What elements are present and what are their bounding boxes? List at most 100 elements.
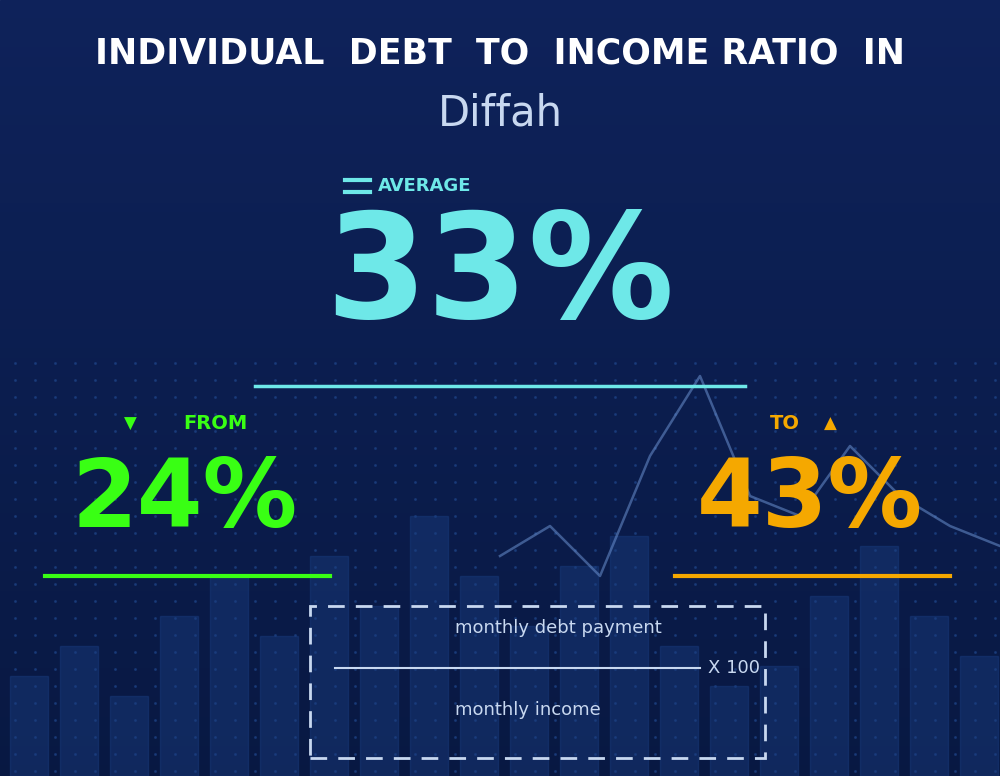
- Bar: [0, 262, 1000, 272]
- Text: TO: TO: [770, 414, 800, 434]
- Bar: [710, 686, 748, 776]
- Bar: [0, 126, 1000, 136]
- Bar: [0, 233, 1000, 242]
- Bar: [0, 310, 1000, 320]
- Bar: [0, 97, 1000, 106]
- Bar: [0, 456, 1000, 466]
- Text: INDIVIDUAL  DEBT  TO  INCOME RATIO  IN: INDIVIDUAL DEBT TO INCOME RATIO IN: [95, 37, 905, 71]
- Bar: [0, 572, 1000, 582]
- Bar: [0, 87, 1000, 97]
- Bar: [0, 436, 1000, 446]
- Bar: [0, 669, 1000, 679]
- Bar: [0, 155, 1000, 165]
- Bar: [360, 606, 398, 776]
- Bar: [0, 203, 1000, 213]
- Bar: [0, 601, 1000, 611]
- Bar: [0, 514, 1000, 524]
- Bar: [0, 708, 1000, 718]
- Bar: [210, 576, 248, 776]
- Text: monthly debt payment: monthly debt payment: [455, 619, 662, 637]
- Bar: [560, 566, 598, 776]
- Bar: [0, 397, 1000, 407]
- Bar: [0, 58, 1000, 68]
- Bar: [0, 417, 1000, 427]
- Bar: [0, 300, 1000, 310]
- Bar: [860, 546, 898, 776]
- Bar: [110, 696, 148, 776]
- Bar: [0, 630, 1000, 640]
- Bar: [0, 543, 1000, 553]
- Bar: [0, 349, 1000, 359]
- Bar: [0, 39, 1000, 48]
- Bar: [0, 524, 1000, 534]
- Bar: [0, 407, 1000, 417]
- Bar: [0, 330, 1000, 339]
- Bar: [0, 106, 1000, 116]
- Bar: [10, 676, 48, 776]
- Bar: [0, 660, 1000, 669]
- Text: ▼: ▼: [124, 415, 136, 433]
- Bar: [0, 728, 1000, 737]
- Bar: [0, 592, 1000, 601]
- Bar: [0, 718, 1000, 728]
- Bar: [0, 0, 1000, 9]
- Bar: [0, 175, 1000, 184]
- Bar: [0, 689, 1000, 698]
- Bar: [810, 596, 848, 776]
- Bar: [0, 116, 1000, 126]
- Bar: [0, 621, 1000, 630]
- Bar: [0, 611, 1000, 621]
- Bar: [0, 252, 1000, 262]
- Bar: [0, 446, 1000, 456]
- Bar: [0, 369, 1000, 378]
- Bar: [0, 650, 1000, 660]
- Bar: [0, 378, 1000, 388]
- Text: ▲: ▲: [824, 415, 836, 433]
- Bar: [0, 582, 1000, 591]
- Bar: [0, 78, 1000, 87]
- Text: X 100: X 100: [708, 659, 760, 677]
- Text: AVERAGE: AVERAGE: [378, 177, 472, 195]
- Bar: [0, 281, 1000, 291]
- Bar: [0, 145, 1000, 155]
- Bar: [0, 29, 1000, 39]
- Bar: [0, 165, 1000, 175]
- Bar: [0, 223, 1000, 233]
- Bar: [760, 666, 798, 776]
- Bar: [310, 556, 348, 776]
- Bar: [0, 475, 1000, 485]
- Bar: [0, 485, 1000, 495]
- Bar: [960, 656, 998, 776]
- Bar: [60, 646, 98, 776]
- Bar: [0, 291, 1000, 300]
- Bar: [0, 757, 1000, 766]
- Bar: [0, 504, 1000, 514]
- Bar: [0, 194, 1000, 203]
- Bar: [410, 516, 448, 776]
- Text: 24%: 24%: [72, 455, 298, 547]
- Bar: [0, 495, 1000, 504]
- Bar: [0, 737, 1000, 747]
- Bar: [510, 626, 548, 776]
- Bar: [0, 184, 1000, 194]
- Text: FROM: FROM: [183, 414, 247, 434]
- Bar: [610, 536, 648, 776]
- Bar: [0, 339, 1000, 349]
- Bar: [0, 466, 1000, 475]
- Bar: [460, 576, 498, 776]
- Bar: [0, 427, 1000, 436]
- Bar: [0, 19, 1000, 29]
- Bar: [0, 48, 1000, 58]
- Bar: [0, 553, 1000, 563]
- Text: Diffah: Diffah: [438, 93, 562, 135]
- Bar: [0, 320, 1000, 330]
- Bar: [0, 272, 1000, 281]
- Bar: [0, 242, 1000, 252]
- Text: monthly income: monthly income: [455, 701, 601, 719]
- Text: 43%: 43%: [697, 455, 923, 547]
- Bar: [0, 679, 1000, 689]
- Bar: [160, 616, 198, 776]
- Bar: [0, 359, 1000, 369]
- Bar: [0, 767, 1000, 776]
- Bar: [0, 640, 1000, 650]
